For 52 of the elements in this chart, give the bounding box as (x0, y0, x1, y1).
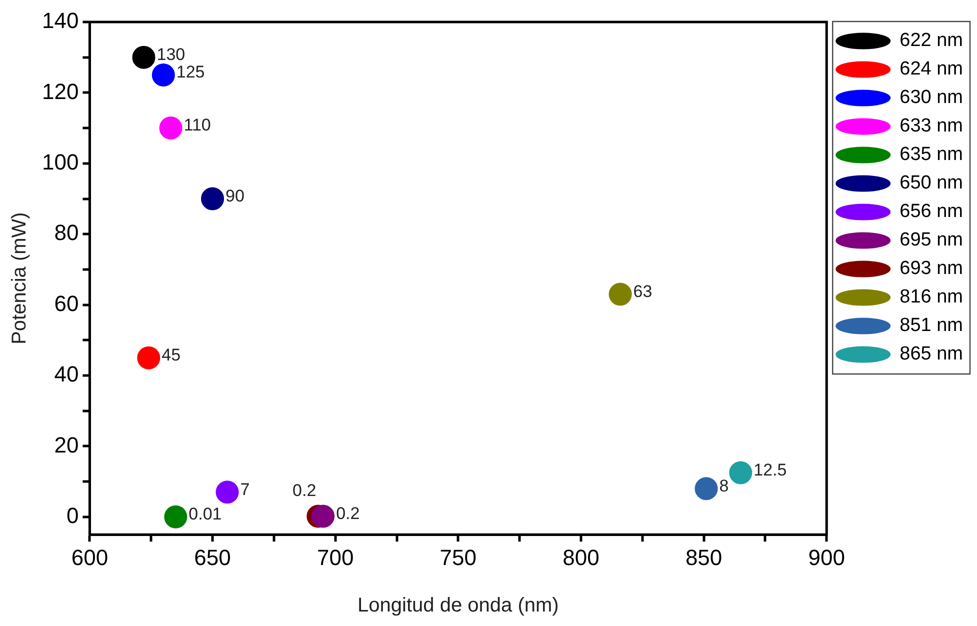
y-tick-label: 120 (42, 78, 79, 104)
point (164, 505, 188, 528)
data-label: 12.5 (754, 460, 787, 480)
x-tick-label: 650 (194, 544, 231, 570)
legend-label: 633 nm (900, 116, 963, 137)
x-tick-label: 750 (440, 544, 477, 570)
y-tick-label: 20 (54, 432, 79, 458)
point (729, 461, 752, 484)
point (608, 282, 632, 306)
legend-label: 630 nm (900, 87, 963, 108)
data-label: 45 (162, 346, 181, 365)
data-label: 8 (719, 476, 729, 496)
point (137, 346, 160, 370)
y-tick-label: 0 (66, 502, 79, 528)
x-tick-label: 600 (71, 544, 108, 570)
legend-label: 635 nm (900, 144, 963, 166)
point (201, 187, 224, 210)
data-label: 0.2 (292, 480, 316, 500)
data-label: 130 (156, 45, 186, 64)
data-label: 63 (633, 282, 652, 301)
data-label: 110 (184, 116, 211, 135)
legend-label: 816 nm (900, 286, 963, 308)
point (159, 116, 182, 140)
legend-label: 650 nm (900, 172, 963, 194)
x-tick-label: 900 (808, 544, 845, 570)
point (694, 477, 718, 500)
legend-label: 622 nm (900, 30, 963, 52)
legend-label: 693 nm (900, 258, 963, 280)
data-label: 7 (240, 480, 250, 499)
point (312, 504, 335, 528)
y-tick-label: 140 (42, 8, 79, 34)
data-label: 90 (226, 186, 244, 206)
x-axis-title: Longitud de onda (nm) (358, 594, 559, 617)
y-tick-label: 100 (42, 149, 79, 174)
point (216, 480, 239, 504)
legend-label: 624 nm (900, 58, 963, 80)
y-axis-title: Potencia (mW) (8, 212, 31, 344)
x-tick-label: 700 (316, 544, 354, 570)
data-label: 0.2 (336, 504, 360, 523)
y-tick-label: 80 (54, 220, 79, 246)
legend-label: 695 nm (900, 230, 963, 251)
legend-label: 851 nm (900, 315, 963, 336)
x-tick-label: 850 (685, 544, 722, 570)
x-tick-label: 800 (562, 544, 600, 570)
point (152, 64, 175, 87)
legend-label: 656 nm (900, 201, 963, 222)
point (132, 46, 156, 69)
legend-label: 865 nm (900, 344, 963, 365)
data-label: 0.01 (188, 504, 222, 524)
y-tick-label: 40 (54, 362, 79, 387)
data-label: 125 (176, 62, 205, 82)
y-tick-label: 60 (54, 290, 79, 316)
